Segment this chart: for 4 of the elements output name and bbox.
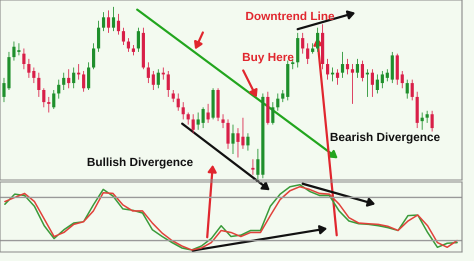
annotation: Bullish Divergence [88, 157, 193, 169]
annotation: Downtrend Line [246, 12, 334, 20]
annotation: Bearish Divergence [330, 132, 440, 144]
annotation: Buy Here [242, 52, 294, 64]
